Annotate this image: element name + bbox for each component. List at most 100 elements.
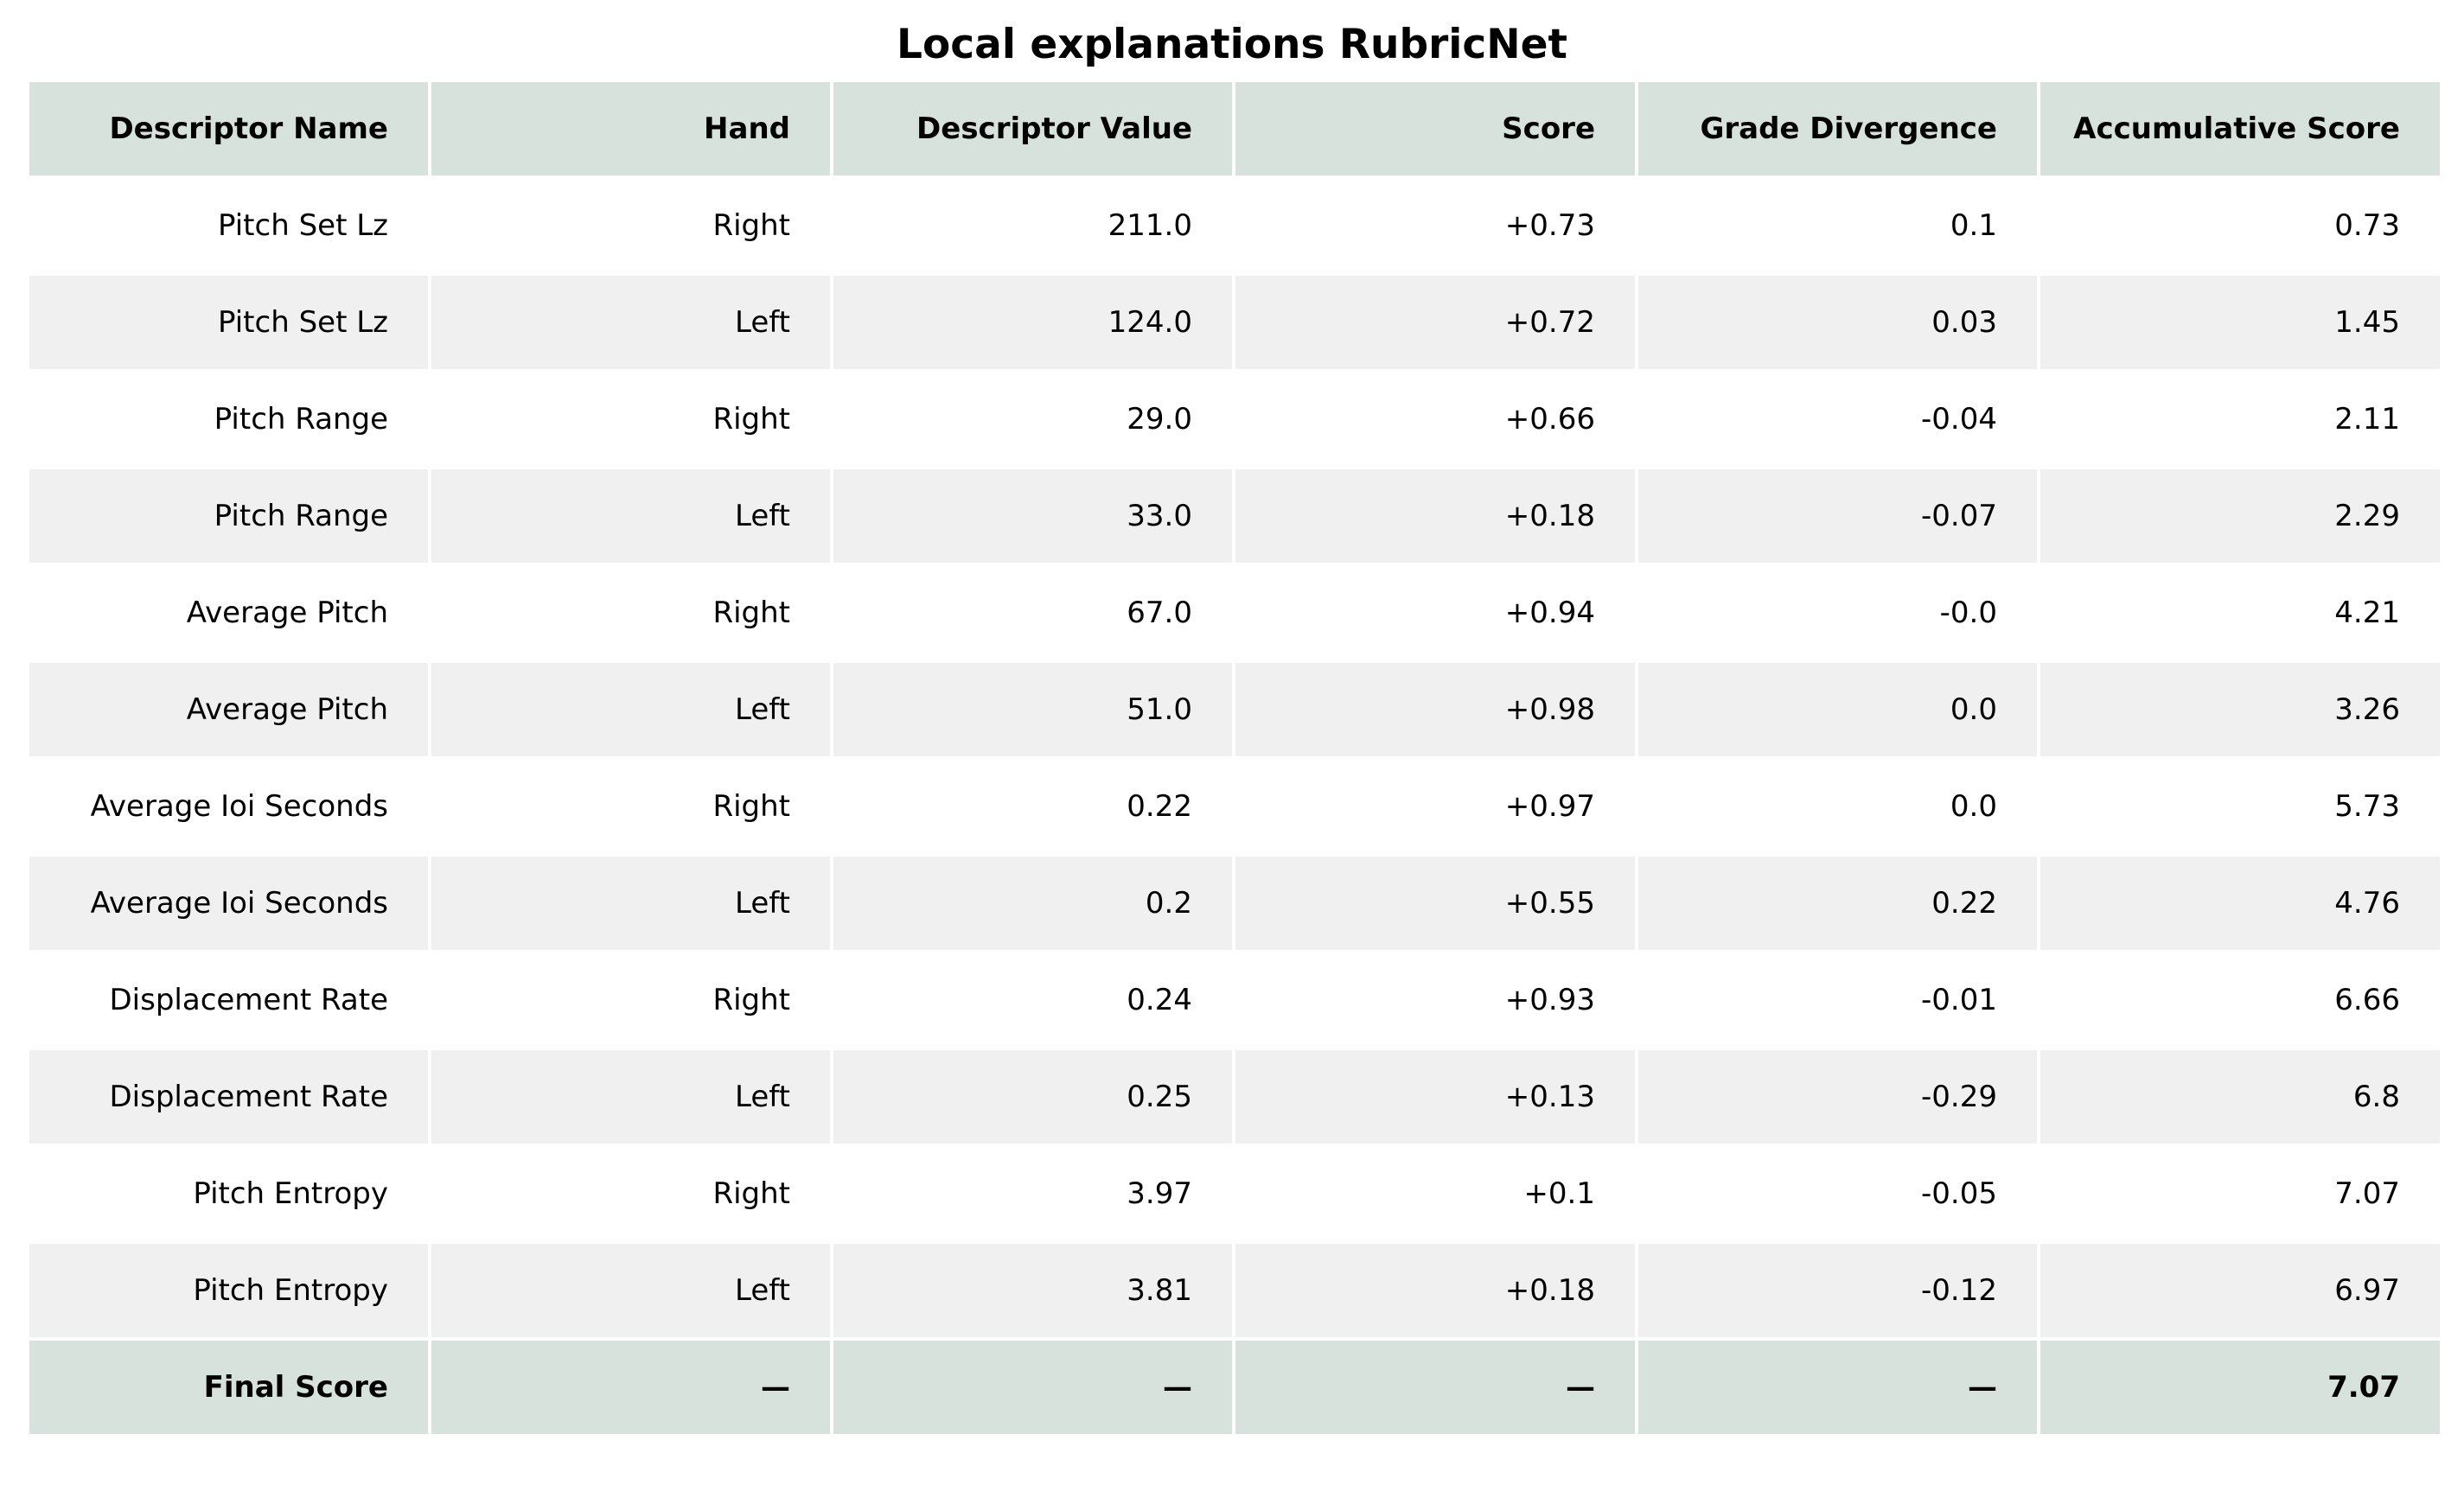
score-cell: +0.94 (1232, 563, 1638, 663)
grade-divergence-cell: -0.01 (1635, 950, 2040, 1050)
descriptor-name-cell: Average Ioi Seconds (26, 756, 431, 857)
table-row: Displacement Rate Left 0.25 +0.13 -0.29 6.8 (26, 1047, 2443, 1147)
grade-divergence-cell: 0.0 (1635, 660, 2040, 760)
score-cell: +0.18 (1232, 466, 1638, 566)
descriptor-name-cell: Pitch Range (26, 369, 431, 469)
accumulative-score-cell: 6.8 (2037, 1047, 2443, 1147)
table-row: Pitch Entropy Left 3.81 +0.18 -0.12 6.97 (26, 1240, 2443, 1341)
final-score-row: Final Score — — — — 7.07 (26, 1337, 2443, 1437)
score-cell: +0.98 (1232, 660, 1638, 760)
descriptor-value-cell: 0.22 (830, 756, 1235, 857)
header-score: Score (1232, 79, 1638, 179)
score-cell: +0.66 (1232, 369, 1638, 469)
explanations-table: Descriptor Name Hand Descriptor Value Sc… (26, 79, 2443, 1437)
descriptor-value-cell: 124.0 (830, 272, 1235, 373)
descriptor-value-cell: 3.97 (830, 1144, 1235, 1244)
descriptor-value-cell: 211.0 (830, 175, 1235, 276)
accumulative-score-cell: 6.66 (2037, 950, 2443, 1050)
table-row: Pitch Set Lz Right 211.0 +0.73 0.1 0.73 (26, 175, 2443, 276)
grade-divergence-cell: 0.0 (1635, 756, 2040, 857)
accumulative-score-cell: 2.29 (2037, 466, 2443, 566)
descriptor-value-cell: 3.81 (830, 1240, 1235, 1341)
hand-cell: Right (428, 369, 833, 469)
table-row: Pitch Set Lz Left 124.0 +0.72 0.03 1.45 (26, 272, 2443, 373)
table-row: Average Pitch Left 51.0 +0.98 0.0 3.26 (26, 660, 2443, 760)
final-score-label: Final Score (26, 1337, 431, 1437)
table-row: Pitch Entropy Right 3.97 +0.1 -0.05 7.07 (26, 1144, 2443, 1244)
chart-title: Local explanations RubricNet (897, 21, 1567, 68)
score-cell: +0.18 (1232, 1240, 1638, 1341)
descriptor-value-cell: 0.2 (830, 853, 1235, 953)
accumulative-score-cell: 3.26 (2037, 660, 2443, 760)
header-descriptor-name: Descriptor Name (26, 79, 431, 179)
accumulative-score-cell: 1.45 (2037, 272, 2443, 373)
grade-divergence-cell: 0.22 (1635, 853, 2040, 953)
descriptor-value-cell: 0.25 (830, 1047, 1235, 1147)
score-cell: +0.73 (1232, 175, 1638, 276)
accumulative-score-cell: 2.11 (2037, 369, 2443, 469)
header-row: Descriptor Name Hand Descriptor Value Sc… (26, 79, 2443, 179)
final-score-cell: — (1232, 1337, 1638, 1437)
grade-divergence-cell: 0.1 (1635, 175, 2040, 276)
descriptor-value-cell: 51.0 (830, 660, 1235, 760)
header-grade-divergence: Grade Divergence (1635, 79, 2040, 179)
grade-divergence-cell: 0.03 (1635, 272, 2040, 373)
grade-divergence-cell: -0.0 (1635, 563, 2040, 663)
descriptor-name-cell: Pitch Entropy (26, 1144, 431, 1244)
hand-cell: Right (428, 756, 833, 857)
final-grade-divergence-cell: — (1635, 1337, 2040, 1437)
descriptor-name-cell: Average Ioi Seconds (26, 853, 431, 953)
score-cell: +0.55 (1232, 853, 1638, 953)
grade-divergence-cell: -0.04 (1635, 369, 2040, 469)
table-row: Average Pitch Right 67.0 +0.94 -0.0 4.21 (26, 563, 2443, 663)
grade-divergence-cell: -0.07 (1635, 466, 2040, 566)
hand-cell: Left (428, 660, 833, 760)
score-cell: +0.1 (1232, 1144, 1638, 1244)
accumulative-score-cell: 4.76 (2037, 853, 2443, 953)
table-row: Average Ioi Seconds Left 0.2 +0.55 0.22 4.76 (26, 853, 2443, 953)
header-accumulative-score: Accumulative Score (2037, 79, 2443, 179)
final-descriptor-value-cell: — (830, 1337, 1235, 1437)
header-hand: Hand (428, 79, 833, 179)
descriptor-name-cell: Pitch Range (26, 466, 431, 566)
table-body: Pitch Set Lz Right 211.0 +0.73 0.1 0.73 Pitch … (26, 175, 2443, 1341)
descriptor-name-cell: Displacement Rate (26, 950, 431, 1050)
accumulative-score-cell: 6.97 (2037, 1240, 2443, 1341)
descriptor-value-cell: 29.0 (830, 369, 1235, 469)
hand-cell: Left (428, 466, 833, 566)
descriptor-value-cell: 33.0 (830, 466, 1235, 566)
score-cell: +0.97 (1232, 756, 1638, 857)
hand-cell: Left (428, 853, 833, 953)
descriptor-name-cell: Average Pitch (26, 660, 431, 760)
descriptor-name-cell: Pitch Set Lz (26, 175, 431, 276)
explanations-table-container: Descriptor Name Hand Descriptor Value Sc… (26, 79, 2443, 1437)
descriptor-name-cell: Displacement Rate (26, 1047, 431, 1147)
table-row: Displacement Rate Right 0.24 +0.93 -0.01 6.66 (26, 950, 2443, 1050)
score-cell: +0.93 (1232, 950, 1638, 1050)
table-row: Pitch Range Left 33.0 +0.18 -0.07 2.29 (26, 466, 2443, 566)
hand-cell: Right (428, 563, 833, 663)
descriptor-value-cell: 67.0 (830, 563, 1235, 663)
hand-cell: Left (428, 1240, 833, 1341)
hand-cell: Left (428, 272, 833, 373)
grade-divergence-cell: -0.05 (1635, 1144, 2040, 1244)
score-cell: +0.72 (1232, 272, 1638, 373)
descriptor-name-cell: Pitch Entropy (26, 1240, 431, 1341)
score-cell: +0.13 (1232, 1047, 1638, 1147)
table-row: Pitch Range Right 29.0 +0.66 -0.04 2.11 (26, 369, 2443, 469)
grade-divergence-cell: -0.29 (1635, 1047, 2040, 1147)
hand-cell: Right (428, 950, 833, 1050)
accumulative-score-cell: 7.07 (2037, 1144, 2443, 1244)
final-accumulative-score-cell: 7.07 (2037, 1337, 2443, 1437)
descriptor-value-cell: 0.24 (830, 950, 1235, 1050)
hand-cell: Left (428, 1047, 833, 1147)
header-descriptor-value: Descriptor Value (830, 79, 1235, 179)
descriptor-name-cell: Pitch Set Lz (26, 272, 431, 373)
accumulative-score-cell: 0.73 (2037, 175, 2443, 276)
hand-cell: Right (428, 1144, 833, 1244)
accumulative-score-cell: 5.73 (2037, 756, 2443, 857)
grade-divergence-cell: -0.12 (1635, 1240, 2040, 1341)
accumulative-score-cell: 4.21 (2037, 563, 2443, 663)
descriptor-name-cell: Average Pitch (26, 563, 431, 663)
final-hand-cell: — (428, 1337, 833, 1437)
